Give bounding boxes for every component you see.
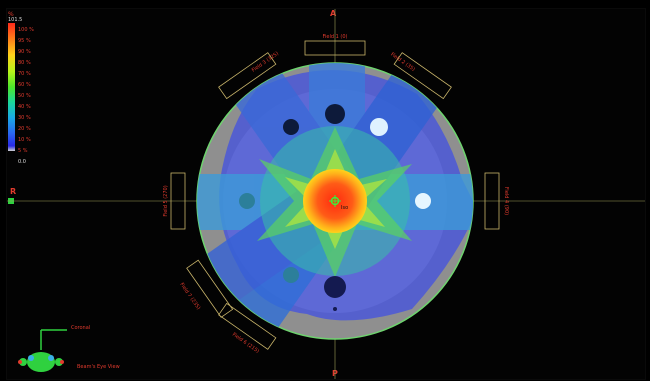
beam-label-7: Field 7 (235) (178, 282, 201, 311)
dose-legend: % 101.5 100 % 95 % 90 % 80 % 70 % 60 % 5… (7, 9, 47, 174)
legend-level: 50 % (18, 93, 31, 99)
dose-viewport[interactable]: % 101.5 100 % 95 % 90 % 80 % 70 % 60 % 5… (6, 8, 646, 380)
widget-axis-label: Coronal (71, 325, 91, 331)
widget-caption: Beam's Eye View (77, 364, 120, 370)
legend-level: 10 % (18, 137, 31, 143)
legend-level: 40 % (18, 104, 31, 110)
insert-dark (324, 276, 346, 298)
legend-level: 70 % (18, 71, 31, 77)
legend-level: 90 % (18, 49, 31, 55)
legend-level: 5 % (18, 148, 28, 154)
legend-unit: % (8, 11, 14, 18)
legend-level: 30 % (18, 115, 31, 121)
legend-level: 20 % (18, 126, 31, 132)
dose-color-bar (8, 23, 15, 151)
patient-torso-icon (27, 352, 55, 372)
beam-label-6: Field 6 (215) (231, 332, 260, 355)
orientation-right-label: R (10, 187, 17, 196)
beam-label-4: Field 4 (90) (503, 187, 509, 215)
legend-bottom-value: 0.0 (18, 159, 26, 165)
orientation-widget[interactable]: Coronal Beam's Eye View (13, 322, 153, 379)
legend-level: 80 % (18, 60, 31, 66)
dose-image[interactable]: Iso Field 1 (0) Field 2 (35) Field 3 (32… (7, 9, 646, 380)
orientation-anterior-label: A (330, 9, 337, 18)
beam-label-5: Field 5 (270) (163, 185, 169, 216)
legend-level: 95 % (18, 38, 31, 44)
beam-label-1: Field 1 (0) (323, 34, 348, 40)
legend-level: 60 % (18, 82, 31, 88)
beam-frames (170, 40, 500, 350)
legend-level: 100 % (18, 27, 34, 33)
insert-0 (325, 104, 345, 124)
beam-label-2: Field 2 (35) (389, 52, 416, 73)
legend-max-value: 101.5 (8, 17, 23, 23)
iso-label: Iso (341, 205, 348, 211)
